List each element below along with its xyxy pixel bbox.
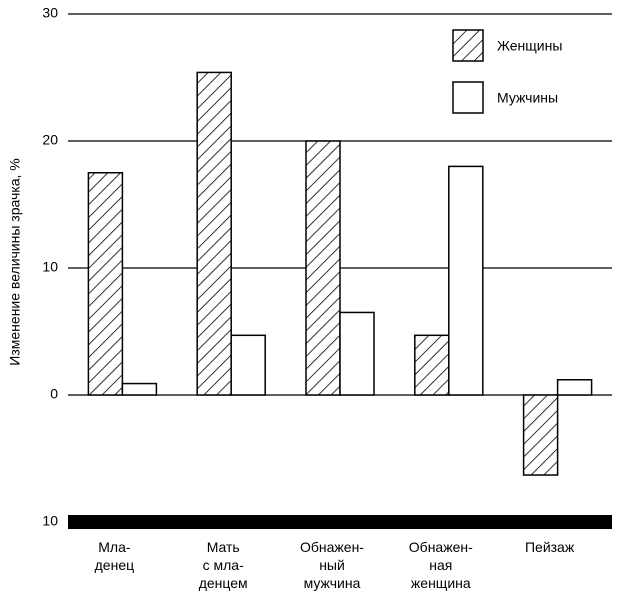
x-tick-label: Обнажен-ный мужчина	[300, 539, 364, 591]
x-axis-bar	[68, 515, 612, 529]
bar	[522, 394, 559, 476]
bar	[196, 71, 232, 396]
legend-label: Мужчины	[497, 90, 558, 106]
bar	[448, 165, 484, 396]
x-tick-label-line: Мла-	[98, 539, 131, 555]
y-tick-label: 20	[42, 132, 58, 148]
y-tick-label: 30	[42, 5, 58, 21]
bar	[87, 172, 124, 396]
y-tick-label: 10	[42, 513, 58, 529]
x-tick-label: Мать с мла-денцем	[199, 539, 248, 591]
legend-swatch	[452, 81, 484, 114]
x-tick-label-line: с мла-	[203, 557, 244, 573]
x-tick-label-line: женщина	[411, 575, 471, 591]
bar	[305, 140, 341, 396]
x-tick-label-line: мужчина	[304, 575, 361, 591]
bar	[121, 382, 158, 396]
bar	[556, 379, 593, 396]
x-tick-label-line: денцем	[199, 575, 248, 591]
x-tick-label-line: Обнажен-	[409, 539, 473, 555]
x-tick-label: Обнажен-ная женщина	[409, 539, 473, 591]
x-tick-label-line: Мать	[207, 539, 240, 555]
legend-label: Женщины	[497, 38, 562, 54]
x-tick-label-line: ный	[319, 557, 345, 573]
bar	[414, 334, 450, 396]
y-tick-label: 0	[50, 386, 58, 402]
x-tick-label-line: Обнажен-	[300, 539, 364, 555]
x-tick-label-line: Пейзаж	[525, 539, 575, 555]
legend-swatch	[452, 29, 484, 62]
x-tick-label-line: денец	[95, 557, 135, 573]
x-tick-label: Мла-денец	[95, 539, 135, 573]
y-tick-label: 10	[42, 259, 58, 275]
bar	[339, 311, 375, 396]
y-axis-label: Изменение величины зрачка, %	[7, 158, 23, 365]
bar	[230, 334, 266, 396]
x-tick-label: Пейзаж	[525, 539, 575, 555]
x-tick-label-line: ная	[429, 557, 452, 573]
